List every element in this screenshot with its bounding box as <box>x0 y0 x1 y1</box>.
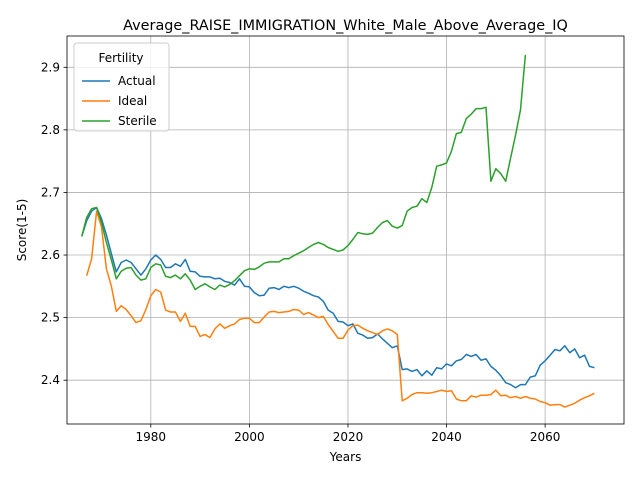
y-tick-label: 2.9 <box>41 60 60 74</box>
y-tick-label: 2.8 <box>41 123 60 137</box>
legend-label-ideal: Ideal <box>118 94 147 108</box>
grid-lines <box>67 36 624 424</box>
y-tick-label: 2.6 <box>41 248 60 262</box>
y-tick-label: 2.7 <box>41 185 60 199</box>
plot-frame <box>66 35 625 425</box>
series-line-actual <box>81 206 595 389</box>
legend-label-actual: Actual <box>118 74 156 88</box>
series-line-sterile <box>81 54 527 291</box>
x-tick-label: 2060 <box>530 430 561 444</box>
axis-ticks: 1980 2000 2020 2040 2060 2.4 2.5 2.6 2.7 2.8 2.9 <box>41 60 560 444</box>
y-tick-label: 2.4 <box>41 373 60 387</box>
x-tick-label: 1980 <box>136 430 167 444</box>
x-tick-label: 2040 <box>431 430 462 444</box>
series-line-ideal <box>85 210 595 408</box>
x-axis-label: Years <box>329 450 362 464</box>
series-lines <box>81 54 595 408</box>
x-tick-label: 2020 <box>333 430 364 444</box>
legend-label-sterile: Sterile <box>118 114 157 128</box>
chart-title: Average_RAISE_IMMIGRATION_White_Male_Abo… <box>123 18 568 34</box>
legend-box <box>73 42 170 132</box>
legend: Fertility Actual Ideal Sterile <box>73 42 170 132</box>
y-tick-label: 2.5 <box>41 311 60 325</box>
y-axis-label: Score(1-5) <box>15 199 29 262</box>
x-tick-label: 2000 <box>234 430 265 444</box>
legend-title: Fertility <box>98 51 143 65</box>
